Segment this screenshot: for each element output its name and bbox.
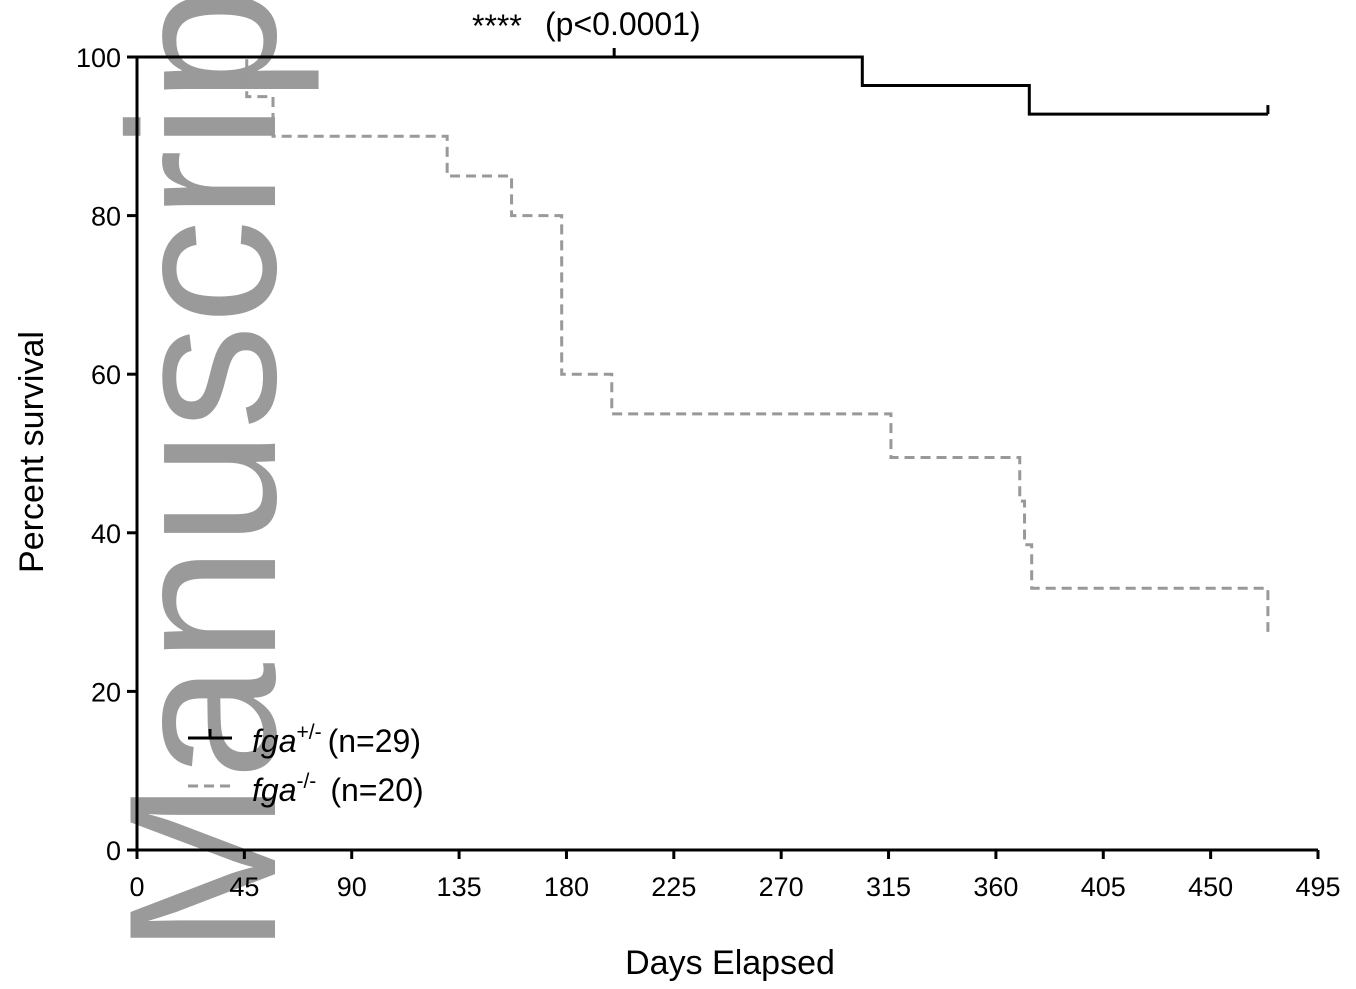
legend-genotype-ko: fga [252,772,296,808]
y-axis-title: Percent survival [13,331,51,573]
y-tick-label: 0 [106,836,121,866]
x-tick-label: 225 [651,872,696,902]
survival-curve-het [137,55,1268,116]
y-tick-label: 100 [76,43,121,73]
x-tick-label: 180 [544,872,589,902]
axes: 0 45 90 135 180 225 270 315 360 405 450 495 0 20 40 60 8… [76,43,1341,902]
x-tick-label: 90 [337,872,367,902]
legend-genotype-het: fga [252,723,296,759]
x-tick-label: 360 [973,872,1018,902]
x-tick-label: 270 [759,872,804,902]
legend-n-het: (n=29) [328,723,421,759]
legend-label-het: fga+/- (n=29) [252,721,421,759]
x-tick-label: 495 [1295,872,1340,902]
legend-item-het: fga+/- (n=29) [188,721,421,759]
x-axis-title: Days Elapsed [625,944,835,982]
legend: fga+/- (n=29) fga-/- (n=20) [188,721,424,808]
significance-stars: **** [472,8,522,44]
x-tick-label: 405 [1081,872,1126,902]
plot-area [137,48,1270,632]
legend-sup-ko: -/- [296,770,316,793]
y-tick-label: 80 [91,202,121,232]
x-tick-label: 450 [1188,872,1233,902]
legend-item-ko: fga-/- (n=20) [188,770,424,808]
x-tick-label: 45 [229,872,259,902]
x-tick-label: 0 [129,872,144,902]
y-tick-label: 20 [91,677,121,707]
survival-curve-ko [137,55,1270,632]
x-tick-label: 135 [437,872,482,902]
legend-sup-het: +/- [296,721,321,744]
watermark-text: Manuscript [85,0,320,955]
legend-label-ko: fga-/- (n=20) [252,770,424,808]
legend-n-ko: (n=20) [330,772,423,808]
y-tick-label: 40 [91,519,121,549]
y-tick-label: 60 [91,360,121,390]
p-value-annotation: (p<0.0001) [545,6,701,42]
x-tick-label: 315 [866,872,911,902]
